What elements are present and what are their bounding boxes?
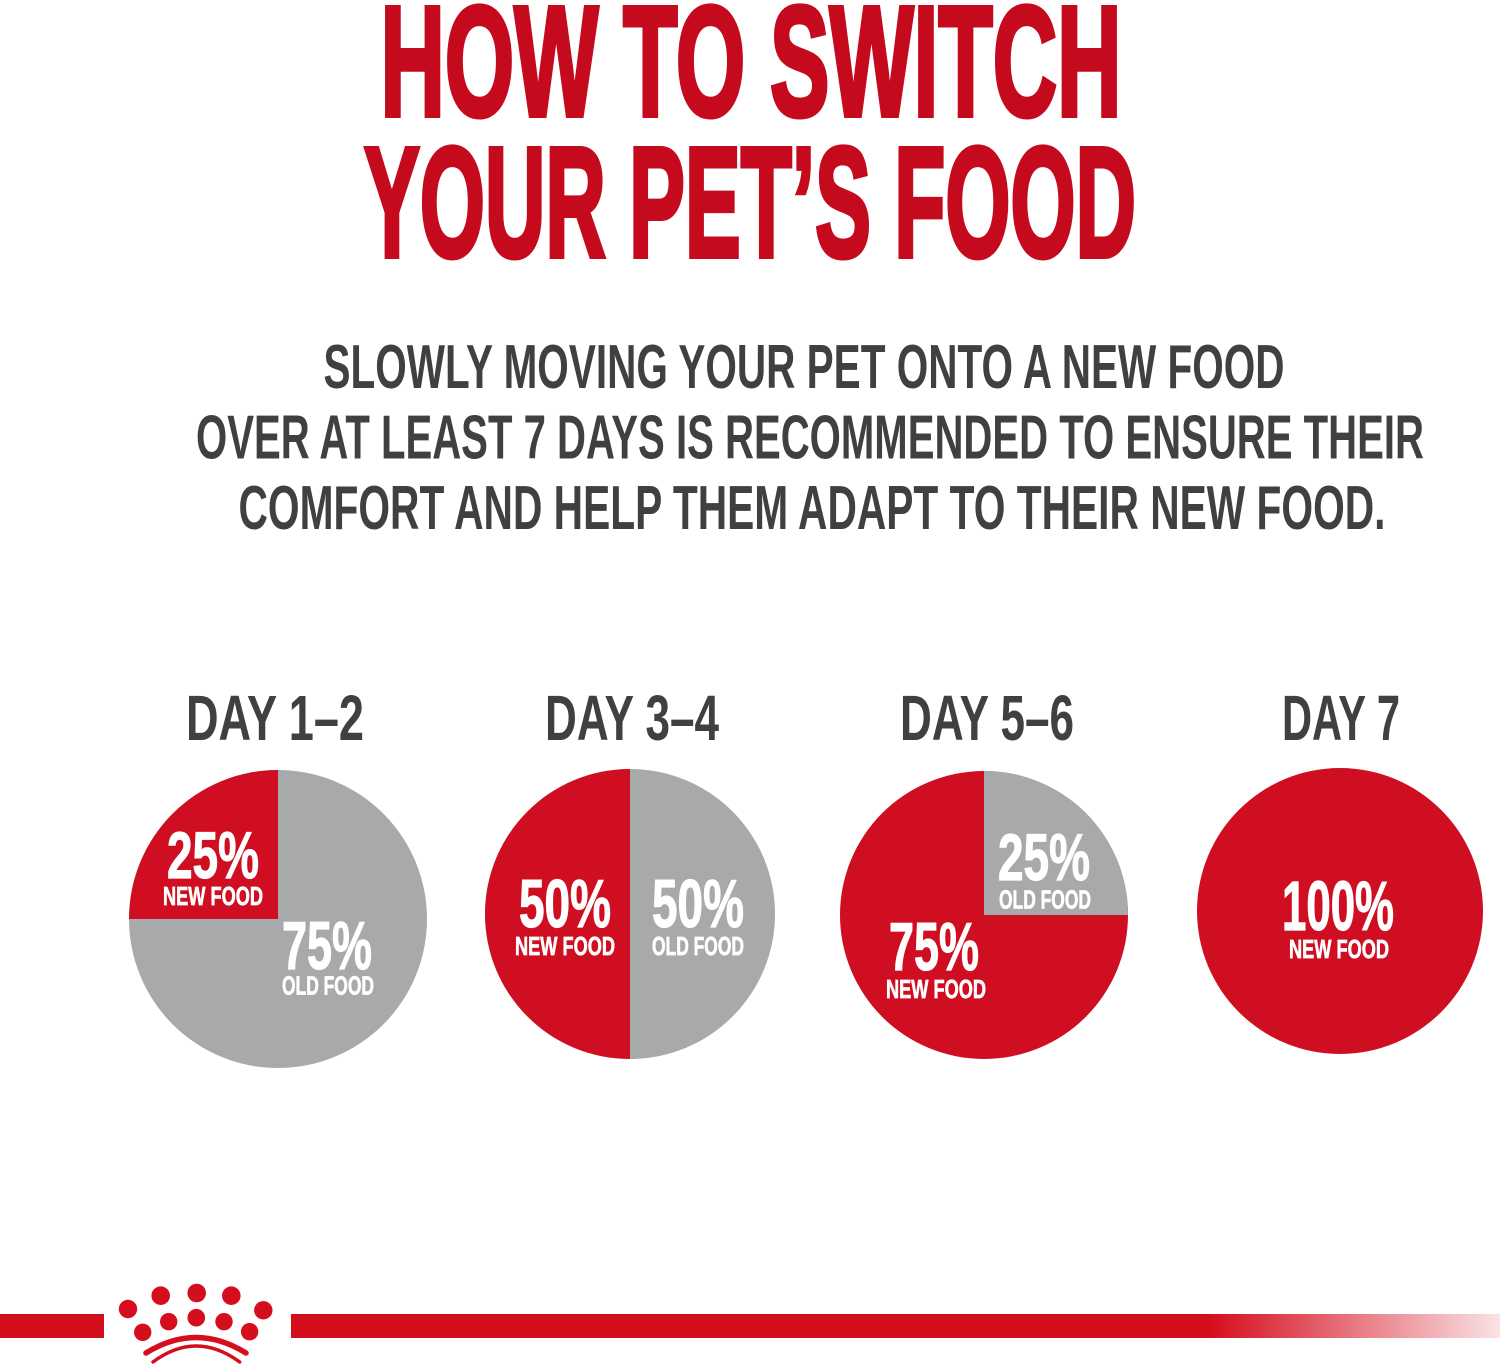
svg-text:75%: 75% <box>889 909 979 985</box>
svg-text:25%: 25% <box>167 818 259 892</box>
svg-text:25%: 25% <box>998 820 1090 894</box>
svg-text:50%: 50% <box>519 866 611 942</box>
svg-text:COMFORT AND HELP THEM ADAPT TO: COMFORT AND HELP THEM ADAPT TO THEIR NEW… <box>239 473 1386 543</box>
svg-text:HOW TO SWITCH: HOW TO SWITCH <box>381 0 1122 150</box>
svg-text:75%: 75% <box>282 908 372 984</box>
svg-text:YOUR PET’S FOOD: YOUR PET’S FOOD <box>364 116 1136 291</box>
svg-text:50%: 50% <box>652 866 744 942</box>
svg-text:OLD FOOD: OLD FOOD <box>282 971 374 1001</box>
svg-text:OLD FOOD: OLD FOOD <box>652 931 744 961</box>
svg-text:NEW FOOD: NEW FOOD <box>163 881 263 911</box>
svg-text:NEW FOOD: NEW FOOD <box>515 931 615 961</box>
svg-text:OLD FOOD: OLD FOOD <box>999 885 1091 915</box>
svg-text:SLOWLY MOVING YOUR PET ONTO A: SLOWLY MOVING YOUR PET ONTO A NEW FOOD <box>324 332 1285 402</box>
svg-text:DAY 3–4: DAY 3–4 <box>545 682 719 754</box>
svg-text:DAY 5–6: DAY 5–6 <box>900 682 1074 754</box>
svg-text:DAY 7: DAY 7 <box>1282 682 1400 754</box>
svg-text:OVER AT LEAST 7 DAYS IS RECOMM: OVER AT LEAST 7 DAYS IS RECOMMENDED TO E… <box>196 403 1424 473</box>
svg-text:NEW FOOD: NEW FOOD <box>1289 934 1389 964</box>
svg-text:NEW FOOD: NEW FOOD <box>886 974 986 1004</box>
svg-text:DAY 1–2: DAY 1–2 <box>186 682 364 754</box>
svg-text:100%: 100% <box>1282 867 1394 945</box>
